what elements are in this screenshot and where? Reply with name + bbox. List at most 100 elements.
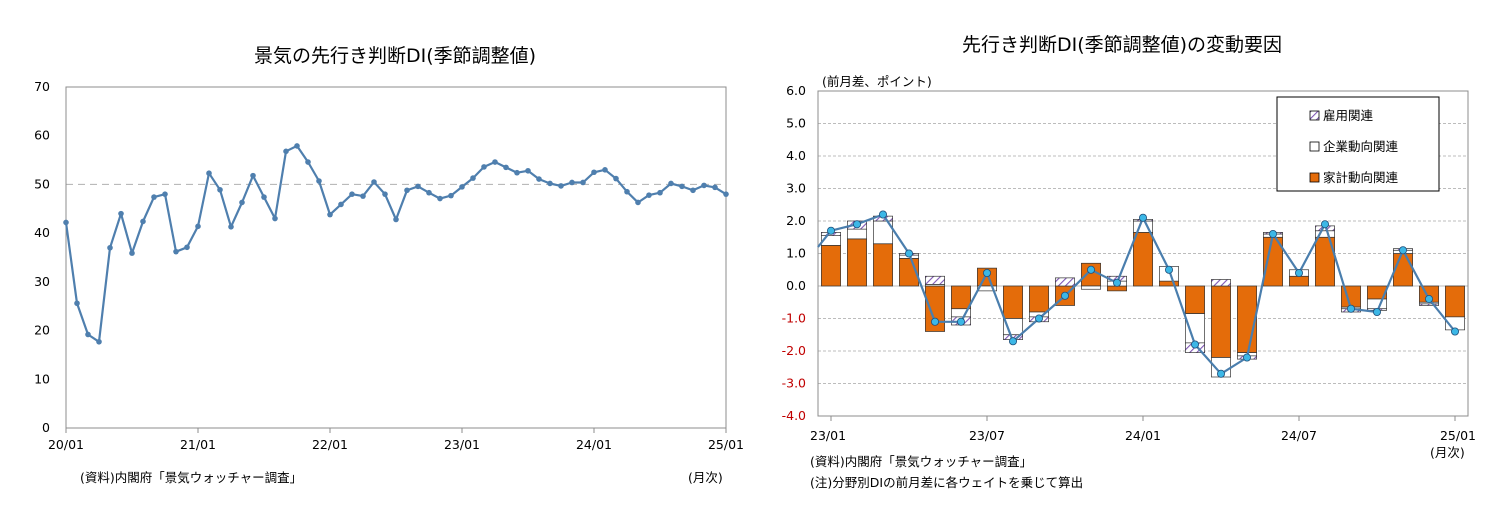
chart1-point	[239, 199, 245, 206]
chart2-total-polyline	[817, 213, 1456, 375]
chart2-total-point	[1165, 265, 1174, 274]
chart1-x-tick-label: 24/01	[576, 437, 612, 452]
legend-box	[1276, 96, 1440, 192]
chart2-y-tick-label: 0.0	[786, 278, 806, 293]
chart2-y-tick-label: 2.0	[786, 213, 806, 228]
bar-household	[1211, 285, 1231, 358]
chart1-y-tick-label: 20	[34, 323, 50, 338]
chart1-point	[591, 169, 597, 176]
chart2-x-tick-label: 23/01	[810, 428, 846, 443]
chart1-series	[63, 143, 729, 345]
chart1-point	[96, 338, 102, 345]
bar-employment	[1055, 277, 1075, 287]
chart1-point	[646, 192, 652, 198]
chart1-x-tick-label: 23/01	[444, 437, 480, 452]
chart2-total-point	[1295, 268, 1304, 277]
chart1-point	[272, 215, 278, 222]
chart1-point	[437, 195, 443, 202]
chart1-point	[459, 184, 465, 190]
chart1-point	[382, 191, 388, 197]
chart2-y-tick-label: -2.0	[782, 343, 806, 358]
chart2-total-point	[983, 268, 992, 277]
chart2-bars	[821, 215, 1465, 378]
chart2-y-tick-label: 5.0	[786, 116, 806, 131]
chart1-point	[107, 244, 113, 251]
legend-swatch-corporate	[1309, 141, 1320, 152]
chart2-total-point	[1243, 353, 1252, 362]
chart1-y-tick-label: 50	[34, 176, 50, 191]
chart1-point	[503, 164, 509, 171]
bar-household	[1185, 285, 1205, 314]
chart2-total-point	[1217, 369, 1226, 378]
chart2-x-tick-label: 24/07	[1281, 428, 1317, 443]
bar-corporate	[977, 285, 997, 292]
chart1-source-note: (資料)内閣府「景気ウォッチャー調査」	[80, 470, 302, 485]
chart2-total-point	[879, 210, 888, 219]
chart1-point	[140, 218, 146, 225]
chart1-point	[63, 219, 69, 226]
chart1-point	[723, 191, 729, 197]
chart1-x-tick-label: 25/01	[708, 437, 744, 452]
chart1-x-tick-label: 22/01	[312, 437, 348, 452]
chart1-point	[580, 179, 586, 186]
chart1-point	[679, 183, 685, 190]
legend-label-household: 家計動向関連	[1323, 170, 1399, 185]
chart2-source-note: (資料)内閣府「景気ウォッチャー調査」	[810, 454, 1032, 469]
chart1-title: 景気の先行き判断DI(季節調整値)	[254, 45, 536, 67]
chart1-point	[470, 175, 476, 181]
chart2-title: 先行き判断DI(季節調整値)の変動要因	[962, 34, 1282, 56]
chart2-legend: 雇用関連 企業動向関連 家計動向関連	[1276, 96, 1440, 192]
bar-household	[1289, 275, 1309, 287]
chart1-point	[404, 187, 410, 194]
chart1-y-tick-label: 10	[34, 371, 50, 386]
chart1-point	[151, 194, 157, 200]
chart2-total-point	[1113, 278, 1122, 287]
chart1-point	[305, 159, 311, 165]
chart2-x-tick-label: 25/01	[1440, 428, 1476, 443]
chart1-point	[85, 331, 91, 338]
bar-employment	[1211, 279, 1231, 287]
chart2-total-point	[1087, 265, 1096, 274]
chart1-point	[514, 169, 520, 176]
chart1-point	[371, 179, 377, 185]
chart2-total-point	[1009, 337, 1018, 346]
chart1-point	[448, 192, 454, 199]
chart1-y-tick-label: 0	[42, 420, 50, 435]
chart1-point	[184, 244, 190, 251]
bar-corporate	[1081, 285, 1101, 290]
chart1-point	[129, 250, 135, 256]
chart1-point	[338, 201, 344, 208]
chart1-point	[360, 193, 366, 199]
legend-swatch-household	[1309, 172, 1320, 183]
chart1-x-axis: 20/01 21/01 22/01 23/01 24/01 25/01	[48, 428, 744, 452]
bar-household	[873, 243, 893, 287]
legend-label-corporate: 企業動向関連	[1323, 139, 1399, 154]
chart1-point	[393, 216, 399, 223]
chart1-point	[426, 189, 432, 196]
chart2-x-tick-label: 23/07	[969, 428, 1005, 443]
chart2-total-line	[817, 210, 1460, 378]
bar-household	[1393, 253, 1413, 287]
chart2-total-point	[1269, 229, 1278, 238]
bar-household	[1133, 232, 1153, 287]
chart2-total-point	[853, 220, 862, 229]
bar-corporate	[847, 228, 867, 240]
chart1-point	[316, 178, 322, 184]
chart2-y-tick-label: -4.0	[782, 408, 806, 423]
chart1-point	[415, 183, 421, 190]
legend-swatch-employment	[1309, 110, 1320, 121]
chart1-point	[547, 180, 553, 187]
chart2-total-point	[905, 249, 914, 258]
chart1-point	[206, 170, 212, 177]
chart1-point	[327, 211, 333, 218]
bar-household	[1237, 285, 1257, 353]
chart2-y-tick-label: 6.0	[786, 83, 806, 98]
chart1-point	[173, 248, 179, 255]
bar-household	[1029, 285, 1049, 313]
chart1-point	[118, 210, 124, 217]
chart1-x-tick-label: 21/01	[180, 437, 216, 452]
bar-household	[1445, 285, 1465, 318]
chart1-point	[349, 191, 355, 197]
